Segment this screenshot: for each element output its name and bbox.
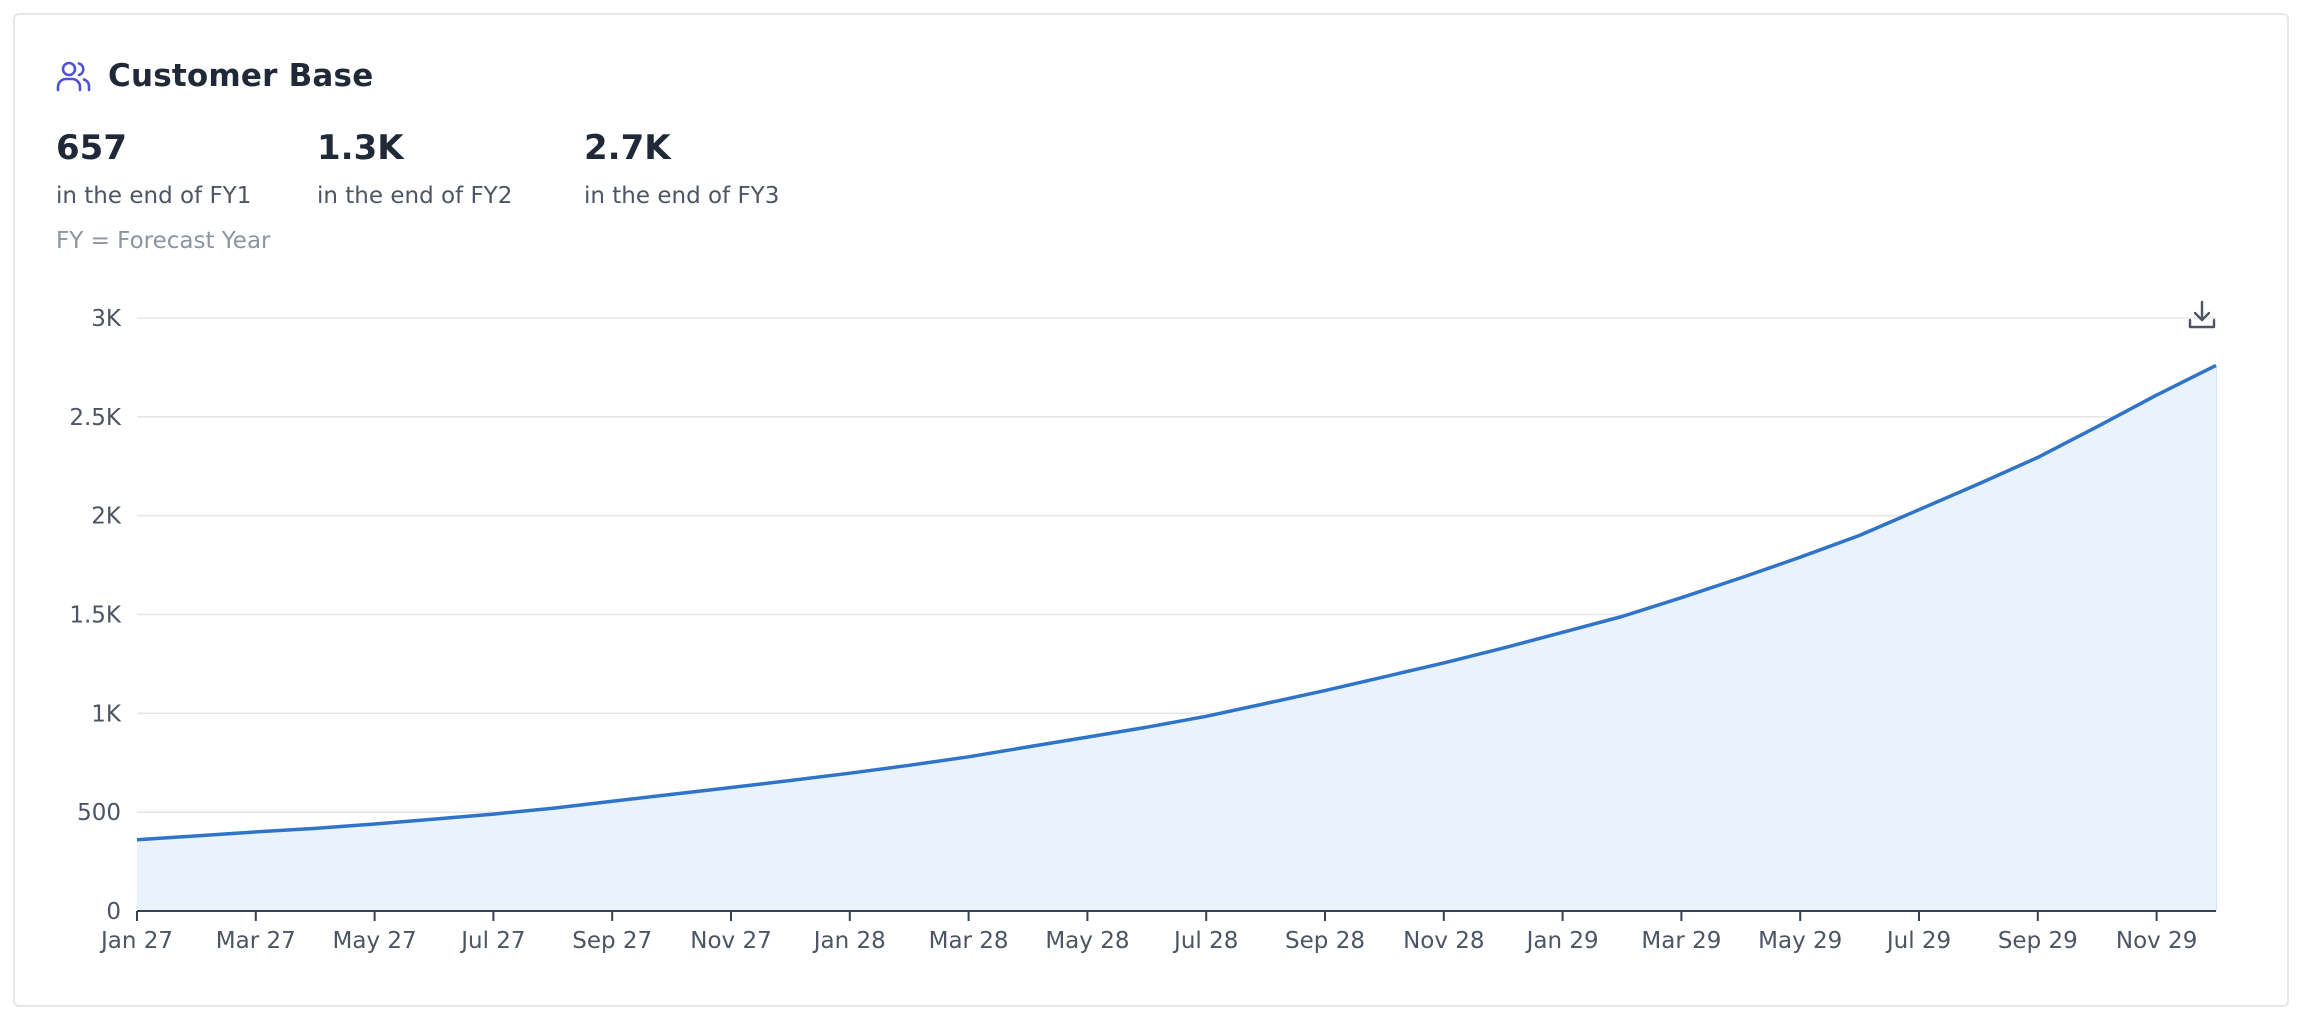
stat-value: 2.7K xyxy=(584,128,671,168)
x-tick-label: Sep 29 xyxy=(1998,928,2078,954)
x-tick-label: May 29 xyxy=(1758,928,1842,954)
stat-label: in the end of FY1 xyxy=(56,183,252,209)
axis-layer: 0 500 1K 1.5K 2K 2.5K 3K Jan 27 Mar 27 May 27 Jul … xyxy=(69,306,2216,954)
x-tick-label: Mar 28 xyxy=(929,928,1009,954)
users-icon xyxy=(56,58,92,94)
area-fill xyxy=(137,365,2216,911)
x-tick-label: Jan 29 xyxy=(1525,928,1599,954)
x-tick-label: Nov 27 xyxy=(690,928,771,954)
y-tick-label: 3K xyxy=(91,306,122,332)
stat-fy3: 2.7K in the end of FY3 xyxy=(584,128,779,210)
x-tick-label: Jul 27 xyxy=(459,928,525,954)
x-tick-label: Jan 27 xyxy=(99,928,173,954)
x-tick-label: Jul 28 xyxy=(1172,928,1238,954)
x-tick-label: Sep 28 xyxy=(1285,928,1365,954)
stat-label: in the end of FY2 xyxy=(317,183,513,209)
footnote: FY = Forecast Year xyxy=(56,228,271,254)
card-title: Customer Base xyxy=(108,58,374,94)
download-icon xyxy=(2188,300,2216,329)
y-tick-label: 0 xyxy=(106,899,121,925)
stat-value: 657 xyxy=(56,128,127,168)
y-tick-label: 1K xyxy=(91,701,122,727)
x-tick-label: Nov 28 xyxy=(1403,928,1484,954)
stat-value: 1.3K xyxy=(317,128,404,168)
x-tick-label: May 28 xyxy=(1045,928,1129,954)
x-tick-label: Mar 29 xyxy=(1641,928,1721,954)
x-tick-label: Nov 29 xyxy=(2116,928,2197,954)
x-tick-label: Jan 28 xyxy=(812,928,886,954)
x-tick-label: Jul 29 xyxy=(1885,928,1951,954)
y-tick-label: 500 xyxy=(77,800,121,826)
y-tick-label: 1.5K xyxy=(69,603,122,629)
x-tick-label: May 27 xyxy=(333,928,417,954)
stat-fy1: 657 in the end of FY1 xyxy=(56,128,251,210)
stat-label: in the end of FY3 xyxy=(584,183,780,209)
x-tick-label: Sep 27 xyxy=(572,928,652,954)
y-tick-label: 2.5K xyxy=(69,405,122,431)
card-header: Customer Base xyxy=(56,58,373,94)
x-tick-label: Mar 27 xyxy=(216,928,296,954)
stat-fy2: 1.3K in the end of FY2 xyxy=(317,128,512,210)
y-tick-label: 2K xyxy=(91,504,122,530)
series-line xyxy=(136,363,2217,842)
download-button[interactable] xyxy=(2184,296,2220,332)
